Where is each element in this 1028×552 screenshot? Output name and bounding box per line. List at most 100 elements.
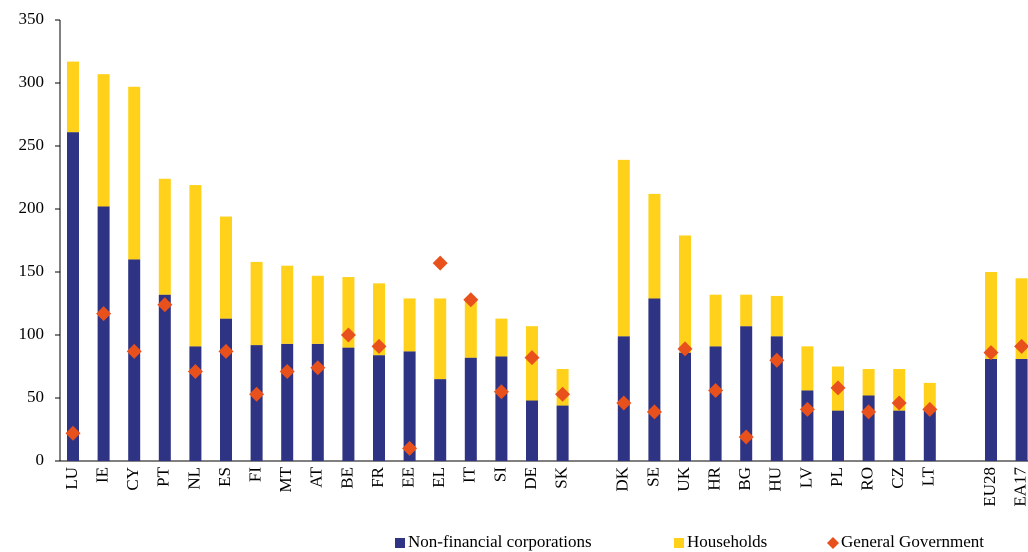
y-tick-label: 350 <box>19 9 45 28</box>
bar-segment <box>679 352 691 461</box>
bar-segment <box>1015 358 1028 461</box>
diamond-marker <box>493 384 509 400</box>
legend-swatch <box>395 538 405 548</box>
x-tick-label: EL <box>429 467 448 488</box>
bar-segment <box>648 298 661 461</box>
diamond-marker <box>65 425 81 441</box>
bar-segment <box>770 295 783 337</box>
x-tick-label: LU <box>62 467 81 490</box>
diamond-marker <box>891 395 907 411</box>
bar-segment <box>495 318 508 357</box>
x-tick-label: RO <box>858 467 877 491</box>
diamond-marker <box>616 395 632 411</box>
y-tick-label: 200 <box>19 198 45 217</box>
x-tick-label: BE <box>337 467 356 489</box>
y-tick-label: 250 <box>19 135 45 154</box>
x-tick-label: SI <box>490 467 509 482</box>
bar-segment <box>709 294 722 347</box>
x-tick-label: IE <box>93 467 112 483</box>
legend-label: Households <box>687 532 767 551</box>
diamond-marker <box>1014 338 1028 354</box>
diamond-marker <box>799 401 815 417</box>
bar-segment <box>311 275 324 344</box>
x-tick-label: FR <box>368 466 387 487</box>
diamond-marker <box>677 341 693 357</box>
bar-segment <box>801 346 814 391</box>
bar-segment <box>189 346 202 461</box>
bar-segment <box>250 345 263 461</box>
bar-segment <box>495 356 508 461</box>
bar-segment <box>373 283 385 356</box>
x-tick-label: PL <box>827 467 846 487</box>
diamond-marker <box>96 306 112 322</box>
x-tick-label: EE <box>399 467 418 488</box>
bar-segment <box>526 400 538 461</box>
x-tick-label: CY <box>123 467 142 491</box>
x-tick-label: NL <box>184 467 203 490</box>
bar-segment <box>97 74 110 207</box>
bar-segment <box>862 369 875 396</box>
x-tick-label: HU <box>766 467 785 492</box>
diamond-marker <box>524 350 540 366</box>
bar-segment <box>464 357 477 461</box>
x-tick-label: LV <box>796 466 815 488</box>
bar-segment <box>893 410 906 461</box>
bar-segment <box>923 410 936 461</box>
diamond-marker <box>126 343 142 359</box>
x-tick-label: SE <box>643 467 662 487</box>
bar-segment <box>67 61 79 133</box>
diamond-marker <box>432 255 448 271</box>
diamond-marker <box>769 352 785 368</box>
diamond-marker <box>463 292 479 308</box>
x-tick-label: FI <box>246 467 265 482</box>
diamond-marker <box>983 345 999 361</box>
diamond-marker <box>646 404 662 420</box>
x-tick-label: ES <box>215 467 234 487</box>
bar-segment <box>464 300 477 358</box>
bar-segment <box>311 343 324 461</box>
diamond-marker <box>279 364 295 380</box>
bar-segment <box>342 277 355 348</box>
bar-segment <box>801 390 814 461</box>
x-tick-label: EU28 <box>980 467 999 507</box>
bar-segment <box>923 382 936 411</box>
legend-swatch <box>827 537 839 549</box>
bar-segment <box>67 132 79 461</box>
bar-segment <box>403 298 416 352</box>
bar-segment <box>832 410 844 461</box>
x-tick-label: UK <box>674 466 693 491</box>
x-tick-label: SK <box>552 466 571 488</box>
diamond-marker <box>157 297 173 313</box>
bar-segment <box>281 343 294 461</box>
bar-segment <box>97 206 110 461</box>
bar-segment <box>709 346 722 461</box>
bar-segment <box>617 159 630 337</box>
y-tick-label: 0 <box>36 450 45 469</box>
bar-segment <box>220 216 232 319</box>
diamond-marker <box>402 440 418 456</box>
diamond-marker <box>310 360 326 376</box>
bar-segment <box>434 379 447 461</box>
x-tick-label: LT <box>919 466 938 486</box>
legend-label: General Government <box>841 532 984 551</box>
x-tick-label: HR <box>705 466 724 490</box>
bar-segment <box>679 235 691 353</box>
x-tick-label: PT <box>154 466 173 486</box>
diamond-marker <box>555 386 571 402</box>
bar-segment <box>740 326 753 461</box>
bar-segment <box>342 347 355 461</box>
bar-segment <box>434 298 447 380</box>
bar-segment <box>556 405 569 461</box>
x-tick-label: EA17 <box>1011 467 1028 507</box>
bar-segment <box>158 178 171 295</box>
x-tick-label: MT <box>276 466 295 492</box>
diamond-marker <box>830 380 846 396</box>
diamond-marker <box>738 429 754 445</box>
x-tick-label: DE <box>521 467 540 490</box>
diamond-marker <box>861 404 877 420</box>
x-tick-label: DK <box>613 466 632 491</box>
bar-segment <box>1015 278 1028 359</box>
bar-segment <box>220 318 232 461</box>
diamond-marker <box>249 386 265 402</box>
